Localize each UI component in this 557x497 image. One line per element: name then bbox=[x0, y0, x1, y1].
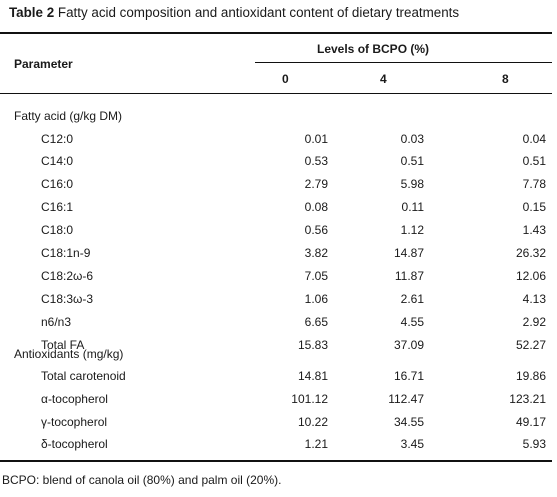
row-label: α-tocopherol bbox=[41, 392, 108, 406]
top-rule bbox=[0, 32, 552, 34]
row-value-level-8: 19.86 bbox=[515, 369, 546, 383]
row-value-level-8: 26.32 bbox=[515, 246, 546, 260]
row-label: Total FA bbox=[41, 338, 85, 352]
row-label: C18:1n-9 bbox=[41, 246, 91, 260]
row-value-level-8: 4.13 bbox=[522, 292, 546, 306]
row-value-level-4: 37.09 bbox=[393, 338, 424, 352]
row-label: C12:0 bbox=[41, 132, 74, 146]
row-value-level-8: 49.17 bbox=[515, 415, 546, 429]
row-value-level-4: 34.55 bbox=[393, 415, 424, 429]
row-value-level-0: 2.79 bbox=[304, 177, 328, 191]
row-value-level-4: 1.12 bbox=[400, 223, 424, 237]
row-value-level-4: 11.87 bbox=[394, 269, 424, 283]
row-value-level-8: 123.21 bbox=[509, 392, 546, 406]
row-label: n6/n3 bbox=[41, 315, 72, 329]
row-value-level-8: 0.04 bbox=[522, 132, 546, 146]
row-value-level-0: 0.53 bbox=[304, 154, 328, 168]
table-caption: Table 2 Fatty acid composition and antio… bbox=[9, 5, 459, 20]
bottom-rule bbox=[0, 460, 552, 462]
row-label: C18:0 bbox=[41, 223, 74, 237]
row-value-level-0: 14.81 bbox=[297, 369, 328, 383]
row-value-level-4: 0.11 bbox=[401, 200, 424, 214]
section-title: Antioxidants (mg/kg) bbox=[14, 347, 124, 361]
row-label: δ-tocopherol bbox=[41, 437, 108, 451]
row-label: C18:3ω-3 bbox=[41, 292, 94, 306]
row-value-level-8: 1.43 bbox=[522, 223, 546, 237]
header-group-rule bbox=[255, 62, 552, 63]
row-value-level-0: 15.83 bbox=[297, 338, 328, 352]
header-level-0: 0 bbox=[282, 72, 289, 86]
row-value-level-4: 3.45 bbox=[400, 437, 424, 451]
row-value-level-4: 112.47 bbox=[388, 392, 424, 406]
row-value-level-4: 2.61 bbox=[400, 292, 424, 306]
row-value-level-4: 4.55 bbox=[400, 315, 424, 329]
row-label: C18:2ω-6 bbox=[41, 269, 94, 283]
row-value-level-0: 0.56 bbox=[304, 223, 328, 237]
header-levels-group: Levels of BCPO (%) bbox=[317, 42, 430, 56]
row-value-level-0: 0.01 bbox=[304, 132, 328, 146]
row-value-level-8: 52.27 bbox=[515, 338, 546, 352]
row-value-level-8: 2.92 bbox=[522, 315, 546, 329]
row-value-level-8: 5.93 bbox=[522, 437, 546, 451]
row-value-level-8: 0.15 bbox=[522, 200, 546, 214]
header-parameter: Parameter bbox=[14, 57, 73, 71]
row-value-level-8: 12.06 bbox=[515, 269, 546, 283]
row-value-level-0: 101.12 bbox=[291, 392, 328, 406]
row-value-level-4: 0.51 bbox=[400, 154, 424, 168]
table-footnote: BCPO: blend of canola oil (80%) and palm… bbox=[2, 473, 282, 487]
table-title: Fatty acid composition and antioxidant c… bbox=[57, 5, 460, 20]
table-number: Table 2 bbox=[9, 5, 55, 20]
row-value-level-4: 16.71 bbox=[393, 369, 424, 383]
row-value-level-0: 7.05 bbox=[304, 269, 328, 283]
row-value-level-0: 6.65 bbox=[304, 315, 328, 329]
row-value-level-0: 1.06 bbox=[304, 292, 328, 306]
row-label: C16:0 bbox=[41, 177, 74, 191]
row-value-level-0: 10.22 bbox=[297, 415, 328, 429]
header-level-4: 4 bbox=[380, 72, 387, 86]
row-value-level-0: 3.82 bbox=[304, 246, 328, 260]
row-label: γ-tocopherol bbox=[41, 415, 108, 429]
row-value-level-4: 14.87 bbox=[393, 246, 424, 260]
row-label: Total carotenoid bbox=[41, 369, 126, 383]
row-label: C14:0 bbox=[41, 154, 74, 168]
row-value-level-0: 1.21 bbox=[304, 437, 328, 451]
row-label: C16:1 bbox=[41, 200, 74, 214]
row-value-level-8: 7.78 bbox=[522, 177, 546, 191]
header-bottom-rule bbox=[0, 93, 552, 94]
row-value-level-0: 0.08 bbox=[304, 200, 328, 214]
row-value-level-4: 0.03 bbox=[400, 132, 424, 146]
row-value-level-4: 5.98 bbox=[400, 177, 424, 191]
header-level-8: 8 bbox=[502, 72, 509, 86]
row-value-level-8: 0.51 bbox=[522, 154, 546, 168]
section-title: Fatty acid (g/kg DM) bbox=[14, 109, 123, 123]
